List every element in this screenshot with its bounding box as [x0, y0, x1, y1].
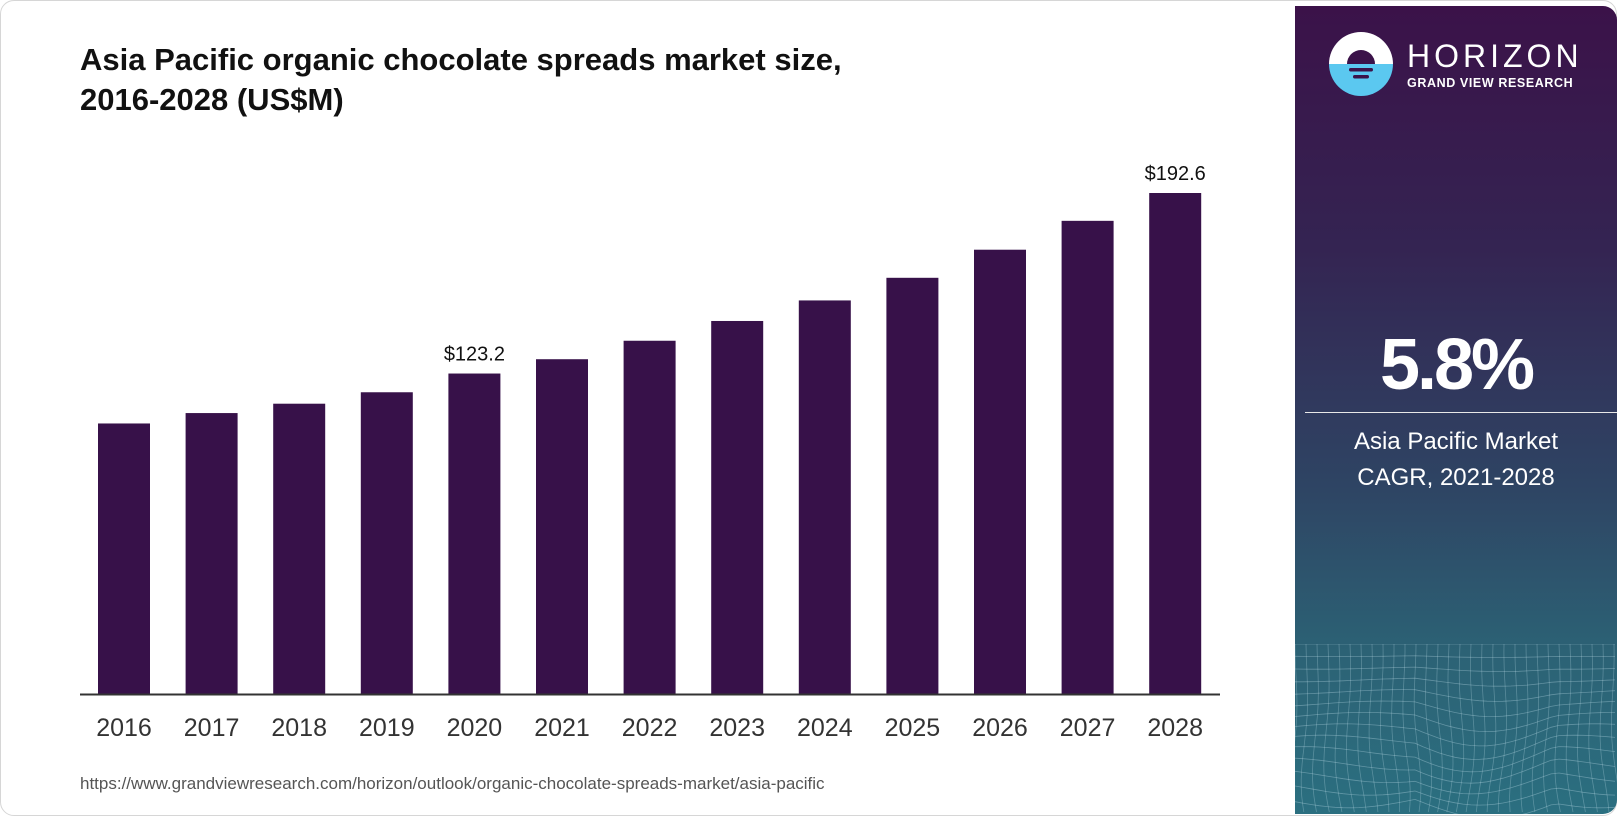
side-panel: HORIZON GRAND VIEW RESEARCH 5.8% Asia Pa…: [1295, 6, 1617, 814]
bar-chart: 2016 2017 2018 2019 2020 $123.2 2021 2022 2023 20…: [80, 163, 1220, 742]
bar-2024: [798, 300, 851, 694]
x-tick-label: 2026: [972, 714, 1028, 742]
horizon-logo-icon: [1329, 32, 1393, 96]
x-tick-label: 2027: [1060, 714, 1116, 742]
brand-subtitle: GRAND VIEW RESEARCH: [1407, 76, 1574, 90]
x-tick-label: 2025: [885, 714, 941, 742]
cagr-label: Asia Pacific Market CAGR, 2021-2028: [1295, 424, 1617, 496]
bar-2026: [974, 249, 1026, 695]
x-tick-label: 2021: [534, 714, 590, 742]
bar-2028: [1149, 193, 1202, 694]
bar-2018: [273, 403, 326, 694]
cagr-label-line-2: CAGR, 2021-2028: [1357, 464, 1555, 491]
x-tick-label: 2020: [447, 714, 503, 742]
divider: [1305, 412, 1617, 413]
x-tick-label: 2028: [1147, 714, 1203, 742]
cagr-value: 5.8%: [1379, 325, 1535, 405]
bar-2025: [886, 277, 939, 694]
cagr-label-line-1: Asia Pacific Market: [1353, 428, 1559, 455]
bar-2023: [711, 320, 764, 694]
bar-2017: [185, 413, 238, 694]
data-label: $192.6: [1145, 163, 1206, 185]
bar-2021: [536, 359, 588, 694]
x-tick-label: 2024: [797, 714, 853, 742]
bar-2019: [360, 392, 413, 694]
brand-name: HORIZON: [1407, 38, 1583, 74]
x-tick-label: 2016: [96, 714, 152, 742]
bar-2020: [448, 373, 501, 694]
x-tick-label: 2017: [184, 714, 240, 742]
bar-2027: [1061, 220, 1114, 695]
mesh-decoration: [1295, 644, 1617, 814]
title-line-2: 2016-2028 (US$M): [80, 82, 344, 117]
data-label: $123.2: [444, 344, 505, 366]
x-tick-label: 2018: [271, 714, 327, 742]
bar-2016: [98, 423, 150, 694]
title-line-1: Asia Pacific organic chocolate spreads m…: [80, 42, 842, 77]
x-tick-label: 2019: [359, 714, 415, 742]
chart-title: Asia Pacific organic chocolate spreads m…: [80, 40, 842, 120]
x-tick-label: 2023: [709, 714, 765, 742]
source-url[interactable]: https://www.grandviewresearch.com/horizo…: [80, 774, 825, 793]
bar-2022: [623, 340, 676, 694]
x-tick-label: 2022: [622, 714, 678, 742]
